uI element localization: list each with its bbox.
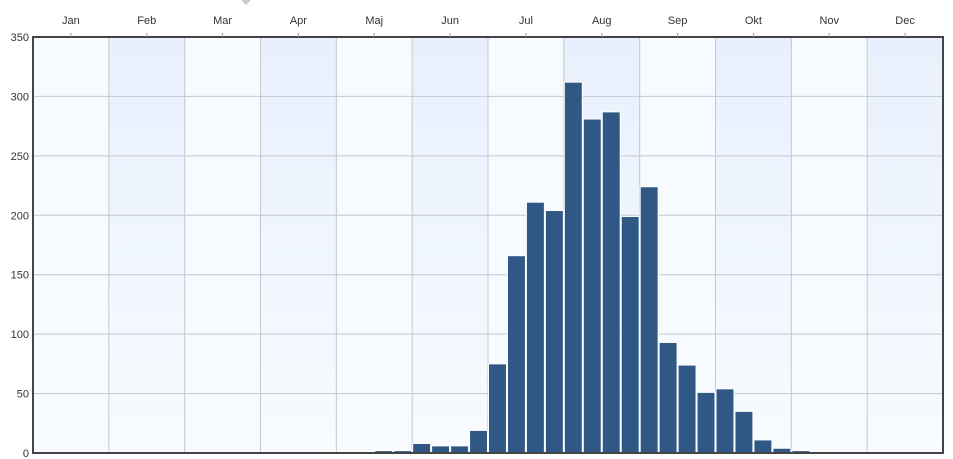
y-tick-label: 300 bbox=[11, 91, 29, 103]
x-tick-label: Jan bbox=[62, 15, 80, 27]
plot-frame bbox=[32, 36, 944, 454]
bar bbox=[601, 111, 621, 454]
x-tick-label: Nov bbox=[819, 15, 839, 27]
grid-lines bbox=[33, 37, 943, 453]
x-tick-label: Maj bbox=[365, 15, 383, 27]
y-tick-label: 50 bbox=[17, 389, 29, 401]
bar bbox=[715, 388, 735, 454]
bar bbox=[620, 215, 640, 454]
x-tick-label: Dec bbox=[895, 15, 915, 27]
bar bbox=[582, 118, 602, 454]
x-tick-label: Feb bbox=[137, 15, 156, 27]
bar bbox=[506, 255, 526, 454]
bar bbox=[525, 201, 545, 454]
tooltip-pointer-icon bbox=[241, 0, 251, 5]
y-tick-label: 200 bbox=[11, 210, 29, 222]
x-tick-label: Jul bbox=[519, 15, 533, 27]
bar bbox=[450, 445, 470, 454]
bar bbox=[563, 81, 583, 454]
bar bbox=[753, 439, 773, 454]
bar bbox=[412, 442, 432, 454]
y-tick-label: 150 bbox=[11, 270, 29, 282]
y-tick-label: 350 bbox=[11, 32, 29, 44]
bar bbox=[658, 341, 678, 454]
month-band bbox=[260, 37, 337, 453]
y-tick-label: 100 bbox=[11, 329, 29, 341]
month-band bbox=[867, 37, 943, 453]
month-band bbox=[108, 37, 185, 453]
x-tick-label: Aug bbox=[592, 15, 612, 27]
bar bbox=[677, 364, 697, 454]
month-band bbox=[412, 37, 488, 453]
bar bbox=[431, 445, 451, 454]
x-tick-label: Jun bbox=[441, 15, 459, 27]
bar bbox=[544, 210, 564, 454]
y-axis-labels: 0 50 100 150 200 250 300 350 bbox=[11, 32, 29, 459]
y-tick-label: 0 bbox=[23, 448, 29, 459]
month-band bbox=[715, 37, 792, 453]
axes bbox=[32, 33, 944, 454]
y-tick-label: 250 bbox=[11, 151, 29, 163]
x-tick-label: Apr bbox=[290, 15, 307, 27]
bar bbox=[734, 410, 754, 454]
bar bbox=[696, 391, 716, 454]
x-tick-label: Mar bbox=[213, 15, 232, 27]
x-tick-label: Okt bbox=[745, 15, 762, 27]
x-axis-labels: Jan Feb Mar Apr Maj Jun Jul Aug Sep Okt Nov Dec bbox=[62, 15, 915, 27]
bar bbox=[469, 429, 488, 454]
bar bbox=[488, 363, 507, 454]
x-tick-label: Sep bbox=[668, 15, 688, 27]
bar-series bbox=[279, 81, 830, 454]
bar bbox=[639, 186, 659, 454]
